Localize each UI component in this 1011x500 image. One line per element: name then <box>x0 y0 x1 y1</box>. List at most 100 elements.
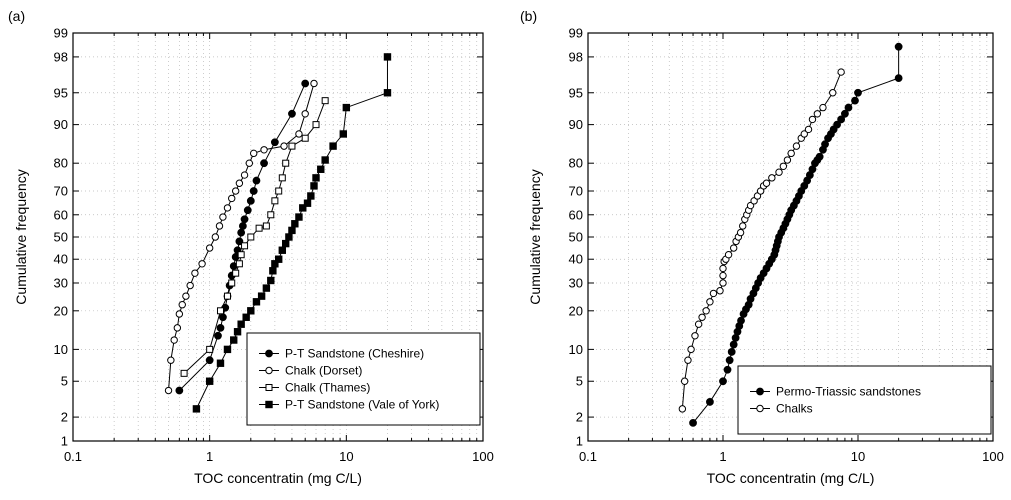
data-point <box>821 140 829 149</box>
data-point <box>186 281 194 290</box>
panel-a: 0.1 1 10 100125102030405060708090959899TOC … <box>8 8 494 486</box>
data-point <box>792 142 801 150</box>
data-point <box>689 419 697 427</box>
y-tick-label: 5 <box>576 374 583 389</box>
data-point <box>219 313 227 322</box>
x-axis-label: TOC concentratin (mg C/L) <box>194 470 362 486</box>
panel-label: (b) <box>520 8 537 24</box>
data-point <box>295 213 303 221</box>
y-tick-label: 30 <box>569 275 583 290</box>
legend-marker <box>265 400 273 409</box>
data-point <box>243 206 252 215</box>
data-point <box>223 345 232 354</box>
data-point <box>211 233 220 241</box>
data-point <box>182 292 190 300</box>
data-point <box>706 398 714 406</box>
data-point <box>694 320 703 328</box>
data-point <box>719 264 727 273</box>
data-point <box>815 152 824 161</box>
legend-marker <box>756 387 764 396</box>
data-point <box>684 356 692 364</box>
data-point <box>214 331 222 340</box>
data-point <box>175 310 184 318</box>
data-point <box>173 324 182 332</box>
y-tick-label: 5 <box>61 374 68 389</box>
legend: Permo-Triassic sandstones Chalks <box>737 365 992 435</box>
data-point <box>317 165 325 173</box>
y-tick-label: 10 <box>54 342 68 357</box>
data-point <box>739 222 747 230</box>
data-point <box>282 159 290 167</box>
data-point <box>247 307 255 315</box>
x-tick-label: 100 <box>472 449 494 464</box>
data-point <box>288 226 296 235</box>
data-point <box>237 251 245 259</box>
data-point <box>312 121 320 129</box>
data-point <box>383 89 392 97</box>
data-point <box>280 142 288 150</box>
data-point <box>216 307 224 315</box>
data-point <box>808 115 817 124</box>
y-tick-label: 60 <box>54 207 68 222</box>
data-point <box>262 284 271 292</box>
data-point <box>800 130 808 138</box>
data-point <box>275 255 283 263</box>
data-point <box>249 187 258 195</box>
data-point <box>299 204 307 212</box>
x-tick-label: 0.1 <box>579 449 597 464</box>
data-point <box>303 199 312 207</box>
y-tick-label: 1 <box>61 434 68 449</box>
data-point <box>854 88 862 97</box>
data-point <box>737 316 745 325</box>
data-point <box>321 97 329 105</box>
data-point <box>383 53 392 61</box>
legend-marker <box>265 349 273 358</box>
x-tick-label: 0.1 <box>64 449 82 464</box>
data-point <box>339 130 347 138</box>
data-point <box>837 115 846 124</box>
legend-label: P-T Sandstone (Cheshire) <box>285 347 424 361</box>
data-point <box>787 149 795 158</box>
data-point <box>205 377 214 385</box>
y-tick-label: 98 <box>54 49 68 64</box>
data-point <box>233 328 242 336</box>
data-point <box>246 196 255 205</box>
data-point <box>310 79 318 88</box>
data-point <box>228 279 236 287</box>
data-point <box>240 171 249 179</box>
y-tick-label: 1 <box>576 434 583 449</box>
data-point <box>206 345 214 353</box>
legend-box <box>737 365 992 435</box>
panel-b: 0.1 1 10 100125102030405060708090959899TOC … <box>520 8 1004 486</box>
data-point <box>205 244 214 252</box>
data-point <box>223 204 232 212</box>
series-4 <box>192 53 392 413</box>
data-point <box>719 279 727 287</box>
legend-box <box>246 332 481 426</box>
y-tick-label: 95 <box>569 85 583 100</box>
data-point <box>231 187 240 195</box>
data-point <box>288 142 296 150</box>
y-tick-label: 80 <box>569 156 583 171</box>
data-point <box>291 220 299 228</box>
data-point <box>267 276 275 285</box>
data-point <box>841 109 849 118</box>
data-point <box>271 260 279 268</box>
legend-label: P-T Sandstone (Vale of York) <box>285 398 439 412</box>
data-point <box>719 377 727 386</box>
y-tick-label: 95 <box>54 85 68 100</box>
data-point <box>687 345 695 354</box>
data-point <box>252 298 261 306</box>
data-point <box>307 192 315 200</box>
data-point <box>729 244 738 252</box>
x-tick-label: 100 <box>982 449 1004 464</box>
y-tick-label: 98 <box>569 49 583 64</box>
data-point <box>255 224 263 232</box>
data-point <box>727 348 736 356</box>
data-point <box>262 222 270 230</box>
data-point <box>275 187 283 195</box>
data-point <box>819 103 827 112</box>
y-tick-label: 20 <box>569 303 583 318</box>
series-3 <box>180 97 329 377</box>
data-point <box>301 134 309 142</box>
